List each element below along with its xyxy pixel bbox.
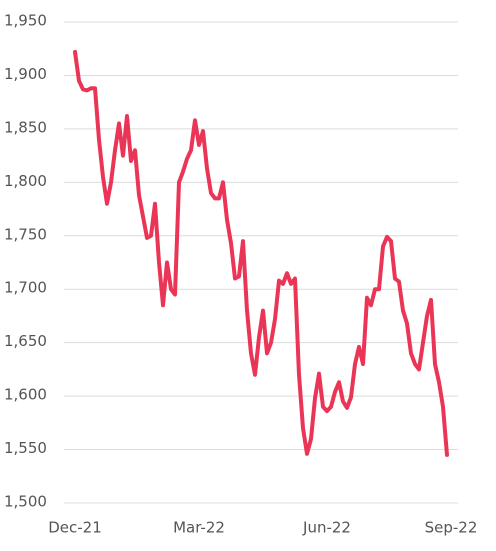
y-tick-label: 1,700 (4, 279, 47, 297)
y-tick-label: 1,800 (4, 172, 47, 190)
y-tick-label: 1,600 (4, 386, 47, 404)
y-tick-label: 1,850 (4, 118, 47, 136)
y-tick-label: 1,650 (4, 332, 47, 350)
y-tick-label: 1,950 (4, 12, 47, 30)
x-tick-label: Jun-22 (302, 519, 351, 537)
x-tick-label: Mar-22 (173, 519, 225, 537)
y-tick-label: 1,550 (4, 439, 47, 457)
y-tick-label: 1,750 (4, 225, 47, 243)
y-tick-label: 1,500 (4, 493, 47, 511)
x-tick-label: Sep-22 (425, 519, 478, 537)
x-tick-label: Dec-21 (48, 519, 102, 537)
y-tick-label: 1,900 (4, 65, 47, 83)
price-line (73, 49, 449, 457)
